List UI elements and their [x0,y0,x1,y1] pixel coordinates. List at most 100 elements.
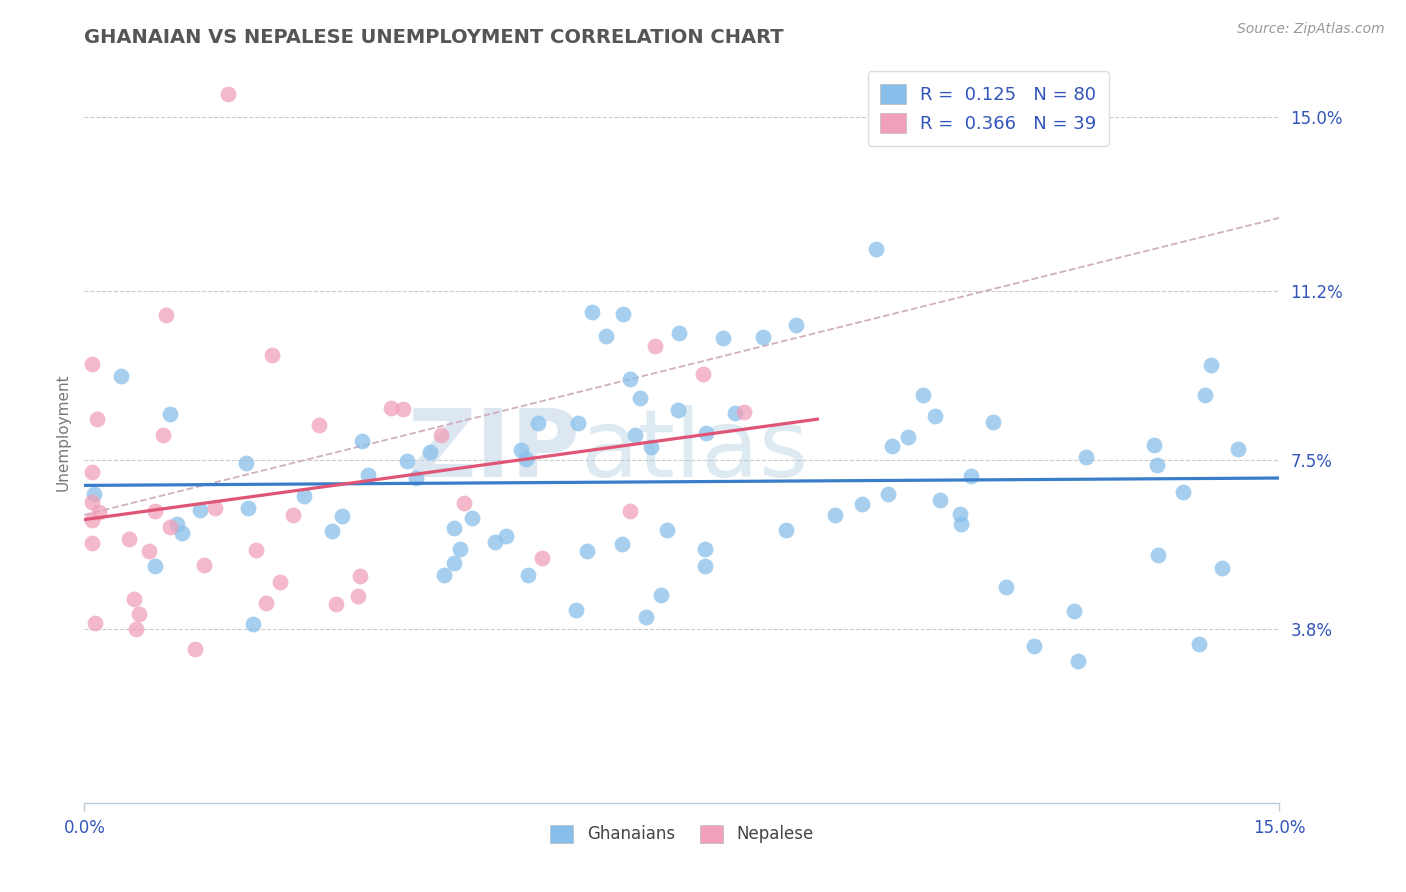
Point [204,500,226,515]
Point [449,541,471,556]
Point [1201,358,1223,372]
Point [325,598,347,612]
Point [1211,561,1233,575]
Point [576,544,599,558]
Point [897,430,920,444]
Point [484,534,506,549]
Point [159,408,181,422]
Point [695,425,717,440]
Point [595,329,617,343]
Point [419,444,441,458]
Point [193,558,215,573]
Point [960,469,983,483]
Point [981,415,1004,429]
Text: GHANAIAN VS NEPALESE UNEMPLOYMENT CORRELATION CHART: GHANAIAN VS NEPALESE UNEMPLOYMENT CORREL… [84,28,785,47]
Text: atlas: atlas [581,405,808,497]
Point [242,617,264,632]
Point [495,528,517,542]
Point [619,504,641,518]
Point [433,567,456,582]
Point [928,493,950,508]
Point [531,551,554,566]
Point [666,402,689,417]
Point [262,348,284,362]
Point [430,428,453,442]
Point [82,536,104,550]
Point [86,411,108,425]
Point [143,558,166,573]
Point [515,452,537,467]
Point [509,443,531,458]
Point [143,504,166,518]
Point [321,524,343,538]
Point [924,409,946,423]
Point [1146,458,1168,472]
Point [83,486,105,500]
Point [82,465,104,479]
Point [724,406,747,420]
Point [443,556,465,570]
Point [84,616,107,631]
Point [950,517,973,532]
Point [644,339,666,353]
Point [634,610,657,624]
Point [235,456,257,470]
Point [122,591,145,606]
Point [184,642,207,657]
Point [82,357,104,371]
Point [170,526,193,541]
Point [347,589,370,603]
Point [623,428,645,442]
Point [581,305,603,319]
Point [994,580,1017,594]
Point [640,440,662,454]
Point [655,524,678,538]
Point [1063,604,1085,618]
Point [565,603,588,617]
Point [292,489,315,503]
Point [912,388,935,402]
Point [1226,442,1249,457]
Point [217,87,239,102]
Point [245,543,267,558]
Point [118,533,141,547]
Point [695,541,717,556]
Y-axis label: Unemployment: Unemployment [55,374,70,491]
Point [527,416,550,430]
Point [1171,485,1194,500]
Point [668,326,690,340]
Point [752,330,775,344]
Point [851,497,873,511]
Point [128,607,150,622]
Point [785,318,807,333]
Point [138,544,160,558]
Point [357,467,380,482]
Point [1143,438,1166,452]
Point [82,513,104,527]
Point [693,559,716,574]
Point [110,369,132,384]
Point [453,496,475,510]
Point [692,367,714,381]
Point [82,495,104,509]
Point [1146,549,1168,563]
Point [628,391,651,405]
Point [1188,637,1211,651]
Point [281,508,304,522]
Point [166,517,188,532]
Point [1067,654,1090,668]
Point [650,589,672,603]
Point [876,486,898,500]
Point [824,508,846,523]
Point [349,569,371,583]
Point [269,574,291,589]
Point [1194,387,1216,401]
Point [392,402,415,417]
Point [1074,450,1097,465]
Point [461,511,484,525]
Point [155,309,177,323]
Point [610,537,633,551]
Point [405,471,427,485]
Point [152,427,174,442]
Point [330,509,353,524]
